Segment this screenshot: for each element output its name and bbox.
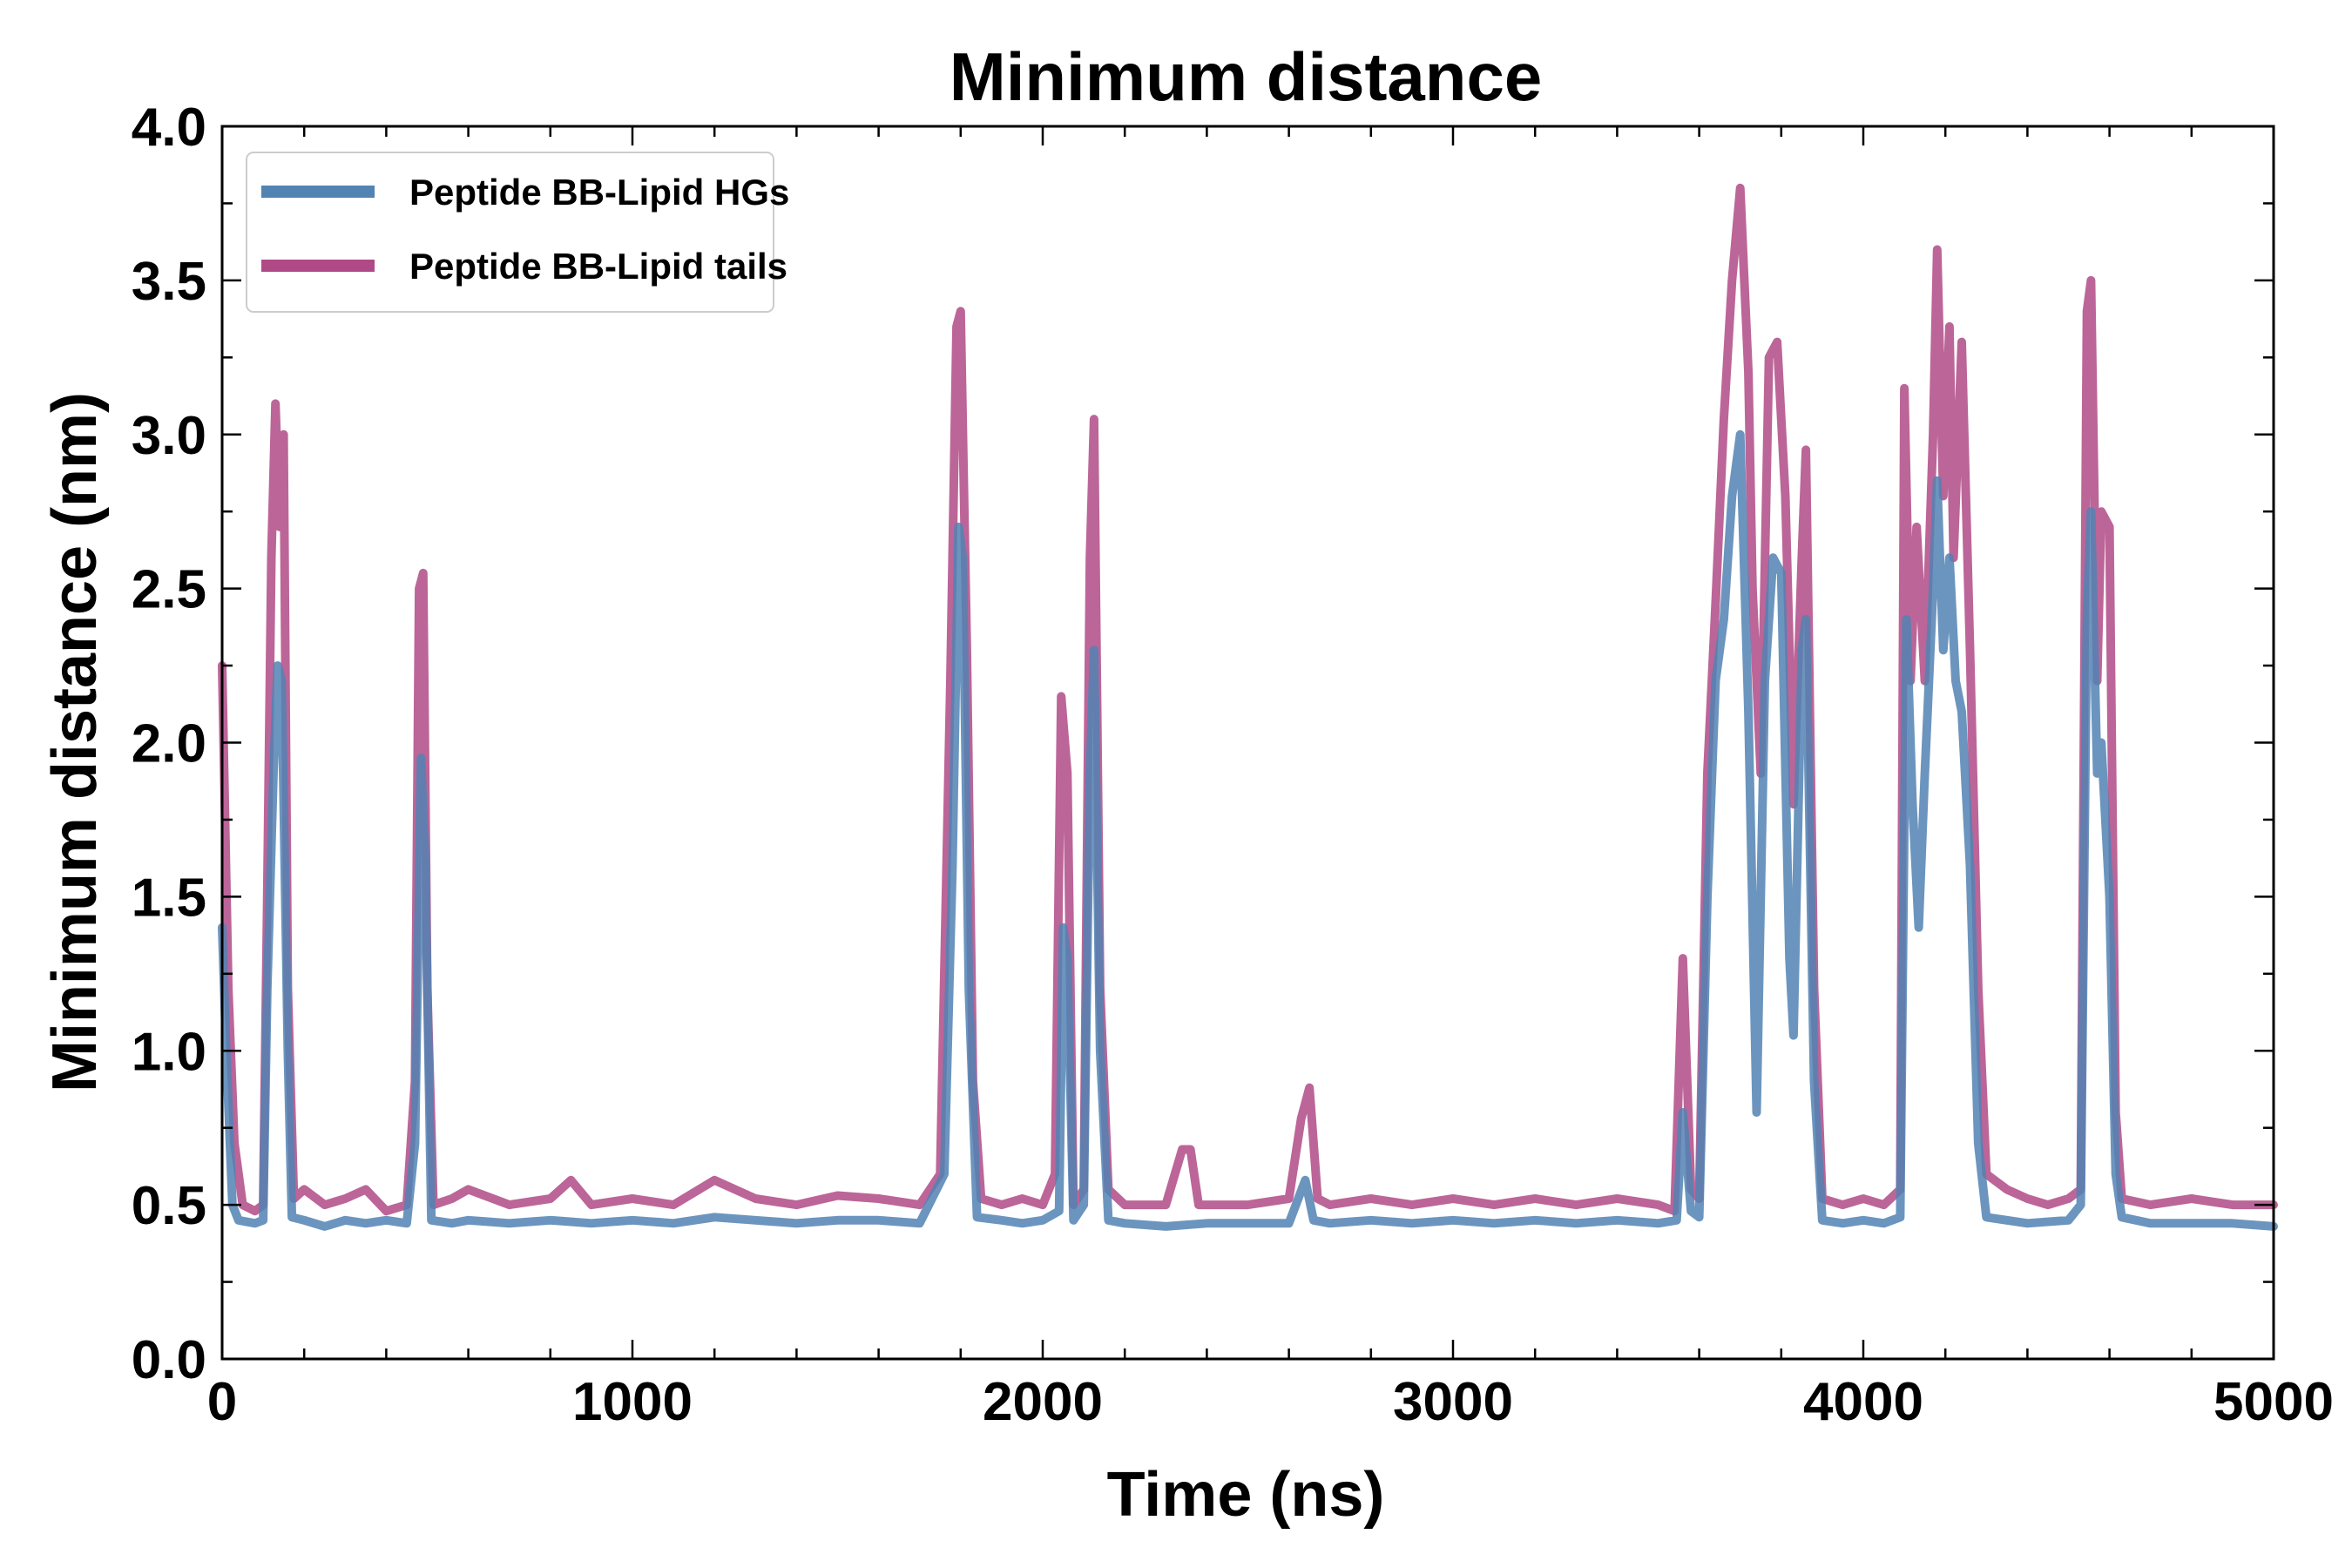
y-tick-label: 4.0 bbox=[132, 98, 206, 158]
x-tick-label: 3000 bbox=[1393, 1372, 1513, 1432]
y-tick-label: 3.0 bbox=[132, 406, 206, 466]
legend: Peptide BB-Lipid HGs Peptide BB-Lipid ta… bbox=[246, 152, 789, 313]
x-axis-label: Time (ns) bbox=[1107, 1460, 1385, 1530]
y-tick-label: 3.5 bbox=[132, 252, 206, 312]
legend-box bbox=[246, 152, 774, 313]
y-axis-label: Minimum distance (nm) bbox=[40, 392, 110, 1092]
x-tick-label: 0 bbox=[207, 1372, 237, 1432]
plot-area bbox=[218, 183, 2278, 1231]
y-tick-label: 1.5 bbox=[132, 868, 206, 928]
plot-frame bbox=[220, 125, 2275, 1361]
x-tick-label: 1000 bbox=[572, 1372, 693, 1432]
y-tick-label: 1.0 bbox=[132, 1022, 206, 1082]
y-tick-label: 0.5 bbox=[132, 1176, 206, 1236]
axis-ticks bbox=[220, 125, 2275, 1361]
y-tick-label: 0.0 bbox=[132, 1330, 206, 1390]
tick-labels: 0 1000 2000 3000 4000 5000 0.0 0.5 1.0 1.5 2.0 2.5 3… bbox=[132, 98, 2334, 1432]
legend-label-hgs: Peptide BB-Lipid HGs bbox=[409, 172, 789, 213]
chart-title: Minimum distance bbox=[950, 38, 1542, 115]
legend-label-tails: Peptide BB-Lipid tails bbox=[409, 246, 787, 287]
x-tick-label: 2000 bbox=[983, 1372, 1103, 1432]
series-line-lipid-hgs bbox=[218, 429, 2278, 1231]
x-tick-label: 5000 bbox=[2213, 1372, 2334, 1432]
y-tick-label: 2.0 bbox=[132, 714, 206, 774]
y-tick-label: 2.5 bbox=[132, 560, 206, 620]
x-tick-label: 4000 bbox=[1803, 1372, 1923, 1432]
series-line-lipid-tails bbox=[218, 183, 2278, 1216]
